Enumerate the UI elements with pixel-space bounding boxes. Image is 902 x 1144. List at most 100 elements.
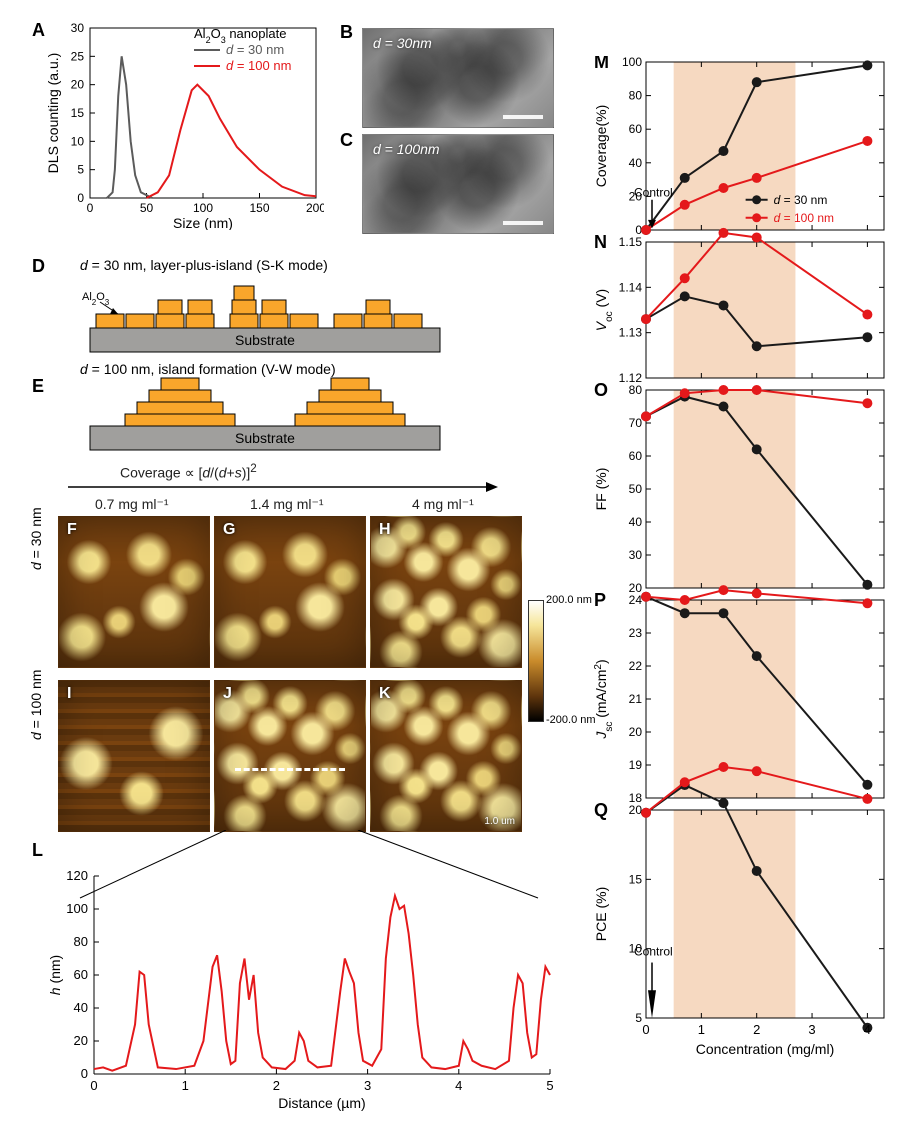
svg-text:25: 25 [71,49,85,63]
svg-text:100: 100 [66,901,88,916]
svg-text:O: O [594,380,608,400]
conc-label-1: 0.7 mg ml⁻¹ [95,496,169,513]
svg-text:5: 5 [635,1011,642,1025]
svg-text:0: 0 [87,201,94,215]
svg-text:N: N [594,232,607,252]
afm-scale-text: 1.0 um [484,816,515,827]
svg-text:5: 5 [546,1078,553,1093]
svg-text:40: 40 [629,156,643,170]
svg-text:50: 50 [629,482,643,496]
svg-text:20: 20 [71,78,85,92]
right-stack-charts: M 0 20 40 60 80 100 Coverage(%) Control d = 30 nm… [588,56,898,1136]
svg-text:Voc (V): Voc (V) [593,289,615,331]
svg-text:20: 20 [74,1033,88,1048]
coverage-formula: Coverage ∝ [d/(d+s)]2 [120,462,257,482]
svg-text:Concentration (mg/ml): Concentration (mg/ml) [696,1041,835,1057]
svg-text:50: 50 [140,201,154,215]
svg-text:PCE (%): PCE (%) [593,887,609,941]
svg-text:d = 100 nm, island formation (: d = 100 nm, island formation (V-W mode) [80,361,336,377]
afm-I: I [58,680,210,832]
colorbar-top-label: 200.0 nm [546,594,592,606]
afm-G: G [214,516,366,668]
svg-text:2: 2 [753,1022,760,1037]
svg-text:40: 40 [629,515,643,529]
svg-text:d = 100 nm: d = 100 nm [226,58,291,73]
panel-A-chart: 050100150200051015202530Size (nm)DLS cou… [44,20,324,230]
svg-text:24: 24 [629,593,643,607]
svg-text:10: 10 [71,134,85,148]
svg-text:200: 200 [306,201,324,215]
svg-text:70: 70 [629,416,643,430]
row-label-30: d = 30 nm [28,507,44,570]
tem-scalebar-icon [503,115,543,119]
svg-text:22: 22 [629,659,643,673]
conc-label-2: 1.4 mg ml⁻¹ [250,496,324,513]
svg-text:100: 100 [622,56,642,69]
svg-text:Control: Control [634,185,673,199]
svg-text:30: 30 [629,548,643,562]
panel-E-letter: E [32,376,44,397]
svg-text:Distance (µm): Distance (µm) [278,1095,365,1111]
svg-text:Size (nm): Size (nm) [173,215,233,230]
svg-text:150: 150 [249,201,269,215]
svg-text:20: 20 [629,803,643,817]
panel-E-schematic: d = 100 nm, island formation (V-W mode) S… [80,360,480,460]
svg-text:FF (%): FF (%) [593,468,609,511]
svg-text:5: 5 [77,163,84,177]
svg-text:15: 15 [71,106,85,120]
svg-text:Substrate: Substrate [235,332,295,348]
afm-H: H [370,516,522,668]
panel-D-letter: D [32,256,45,277]
svg-text:1: 1 [698,1022,705,1037]
panel-B-letter: B [340,22,353,43]
svg-text:3: 3 [808,1022,815,1037]
svg-text:120: 120 [66,868,88,883]
panel-D-schematic: d = 30 nm, layer-plus-island (S-K mode)A… [80,256,480,366]
svg-text:60: 60 [629,122,643,136]
concentration-arrow [68,480,498,494]
svg-text:0: 0 [642,1022,649,1037]
tem-image-30nm: d = 30nm [362,28,554,128]
panel-C-letter: C [340,130,353,151]
tem-label-100: d = 100nm [373,141,440,157]
svg-text:DLS counting (a.u.): DLS counting (a.u.) [45,53,61,174]
svg-text:Al2O3: Al2O3 [82,291,110,307]
afm-J-dashline [235,768,345,771]
tem-image-100nm: d = 100nm [362,134,554,234]
afm-colorbar [528,600,544,722]
svg-text:Jsc (mA/cm2): Jsc (mA/cm2) [593,659,615,739]
svg-text:20: 20 [629,725,643,739]
svg-text:40: 40 [74,1000,88,1015]
figure-root: A 050100150200051015202530Size (nm)DLS c… [0,0,902,1144]
tem-label-30: d = 30nm [373,35,432,51]
afm-F: F [58,516,210,668]
tem-scalebar-icon [503,221,543,225]
svg-text:3: 3 [364,1078,371,1093]
svg-text:19: 19 [629,758,643,772]
svg-text:80: 80 [74,934,88,949]
svg-text:1.14: 1.14 [619,280,643,294]
afm-J: J [214,680,366,832]
svg-text:d = 100 nm: d = 100 nm [774,211,834,225]
svg-text:60: 60 [74,967,88,982]
svg-text:2: 2 [273,1078,280,1093]
svg-text:d = 30 nm: d = 30 nm [774,193,828,207]
svg-text:100: 100 [193,201,213,215]
svg-text:Substrate: Substrate [235,430,295,446]
svg-text:21: 21 [629,692,643,706]
svg-text:Coverage(%): Coverage(%) [593,105,609,187]
svg-text:0: 0 [81,1066,88,1081]
svg-text:60: 60 [629,449,643,463]
svg-text:80: 80 [629,383,643,397]
svg-text:Q: Q [594,800,608,820]
svg-text:M: M [594,56,609,72]
svg-text:23: 23 [629,626,643,640]
svg-text:80: 80 [629,89,643,103]
svg-text:1: 1 [182,1078,189,1093]
svg-text:1.13: 1.13 [619,326,643,340]
conc-label-3: 4 mg ml⁻¹ [412,496,474,513]
row-label-100: d = 100 nm [28,670,44,740]
svg-text:1.15: 1.15 [619,235,643,249]
svg-text:Control: Control [634,945,673,959]
svg-text:d = 30 nm: d = 30 nm [226,42,284,57]
